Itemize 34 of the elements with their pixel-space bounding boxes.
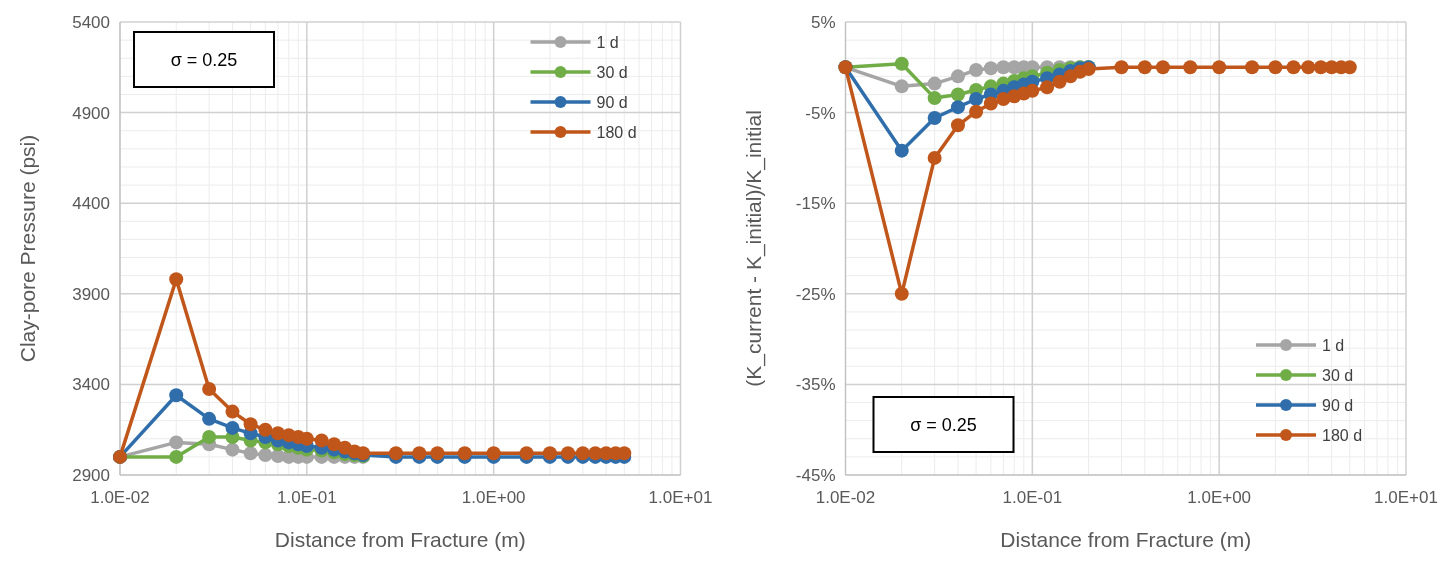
x-tick-label: 1.0E-02: [815, 488, 876, 507]
legend-label: 30 d: [596, 64, 628, 81]
y-tick-label: 4900: [72, 103, 110, 123]
legend-label: 1 d: [596, 34, 619, 51]
x-tick-label: 1.0E+01: [648, 488, 713, 507]
legend-label: 30 d: [1322, 367, 1354, 384]
legend-label: 90 d: [596, 94, 628, 111]
x-axis-title: Distance from Fracture (m): [274, 528, 526, 551]
annotation: σ = 0.25: [910, 415, 977, 435]
y-axis-title: (K_current - K_initial)/K_initial: [741, 110, 766, 387]
y-tick-label: -35%: [795, 375, 836, 395]
y-tick-label: -45%: [795, 466, 836, 485]
y-tick-label: 3900: [72, 284, 110, 304]
y-tick-label: 2900: [72, 466, 110, 485]
x-tick-label: 1.0E+01: [1374, 488, 1438, 507]
x-tick-label: 1.0E-02: [90, 488, 150, 507]
y-tick-label: 4400: [72, 194, 110, 214]
y-tick-label: 5%: [810, 13, 836, 32]
legend-label: 180 d: [1322, 427, 1363, 444]
y-tick-label: 5400: [72, 13, 110, 32]
annotation: σ = 0.25: [170, 50, 238, 70]
legend-label: 1 d: [1322, 337, 1345, 354]
y-tick-label: 3400: [72, 375, 110, 395]
x-tick-label: 1.0E-01: [1002, 488, 1063, 507]
y-tick-label: -15%: [795, 194, 836, 214]
legend-label: 90 d: [1322, 397, 1354, 414]
x-axis-title: Distance from Fracture (m): [1000, 528, 1252, 551]
y-tick-label: -25%: [795, 284, 836, 304]
y-tick-label: -5%: [805, 103, 836, 123]
x-tick-label: 1.0E+00: [461, 488, 526, 507]
legend-label: 180 d: [596, 124, 637, 141]
x-tick-label: 1.0E-01: [277, 488, 337, 507]
y-axis-title: Clay-pore Pressure (psi): [16, 134, 39, 363]
x-tick-label: 1.0E+00: [1187, 488, 1252, 507]
